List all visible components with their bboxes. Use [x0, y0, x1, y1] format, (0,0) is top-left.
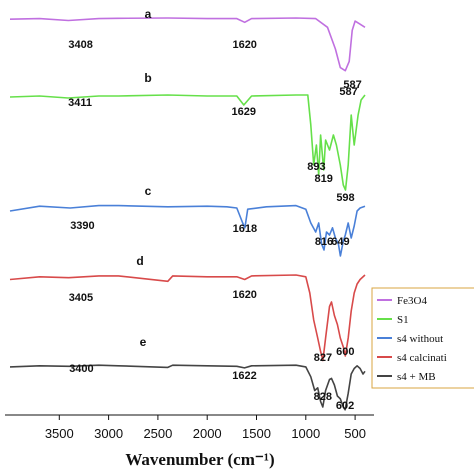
trace-letter-e: e: [140, 335, 147, 349]
peak-label: 598: [336, 192, 354, 204]
peak-label: 1618: [233, 223, 257, 235]
peak-label: 587: [343, 79, 361, 91]
peak-label: 1620: [232, 39, 256, 51]
peak-label: 649: [331, 236, 349, 248]
x-tick-label: 500: [344, 426, 366, 441]
peak-label: 3411: [68, 97, 92, 109]
x-axis-label: Wavenumber (cm⁻¹): [125, 450, 274, 469]
trace-letter-d: d: [136, 254, 143, 268]
peak-label: 3408: [68, 39, 92, 51]
trace-letter-c: c: [145, 184, 152, 198]
x-tick-label: 3000: [94, 426, 123, 441]
x-tick-label: 3500: [45, 426, 74, 441]
peak-label: 3400: [69, 363, 93, 375]
peak-label: 602: [336, 400, 354, 412]
x-axis-ticks: 3500 3000 2500 2000 1500 1000 500: [45, 415, 366, 441]
peak-label: 816: [315, 236, 333, 248]
peak-label: 600: [336, 346, 354, 358]
legend-label-a: Fe3O4: [397, 295, 427, 307]
peak-label: 1620: [232, 289, 256, 301]
trace-d: [9, 274, 366, 362]
peak-label: 587: [339, 86, 357, 98]
x-tick-label: 2000: [193, 426, 222, 441]
spectra-traces: [9, 17, 366, 411]
trace-a: [9, 17, 366, 72]
peak-label: 819: [315, 173, 333, 185]
peak-label: 1629: [232, 106, 256, 118]
trace-letter-b: b: [144, 71, 151, 85]
peak-label: 827: [314, 352, 332, 364]
peak-label: 3405: [69, 292, 93, 304]
legend-label-c: s4 without: [397, 333, 443, 345]
x-tick-label: 2500: [143, 426, 172, 441]
legend-label-b: S1: [397, 314, 409, 326]
trace-c: [9, 204, 366, 257]
peak-label: 893: [307, 161, 325, 173]
legend: Fe3O4 S1 s4 without s4 calcinati s4 + MB: [371, 287, 474, 389]
x-tick-label: 1500: [242, 426, 271, 441]
peak-label: 3390: [70, 220, 94, 232]
peak-label: 1622: [232, 370, 256, 382]
trace-b: [9, 94, 366, 191]
x-axis: 3500 3000 2500 2000 1500 1000 500 Wavenumber (…: [5, 414, 374, 469]
x-tick-label: 1000: [291, 426, 320, 441]
peak-label: 828: [314, 391, 332, 403]
legend-label-d: s4 calcinati: [397, 352, 447, 364]
trace-e: [9, 364, 366, 411]
legend-label-e: s4 + MB: [397, 371, 436, 383]
trace-letter-a: a: [145, 7, 152, 21]
